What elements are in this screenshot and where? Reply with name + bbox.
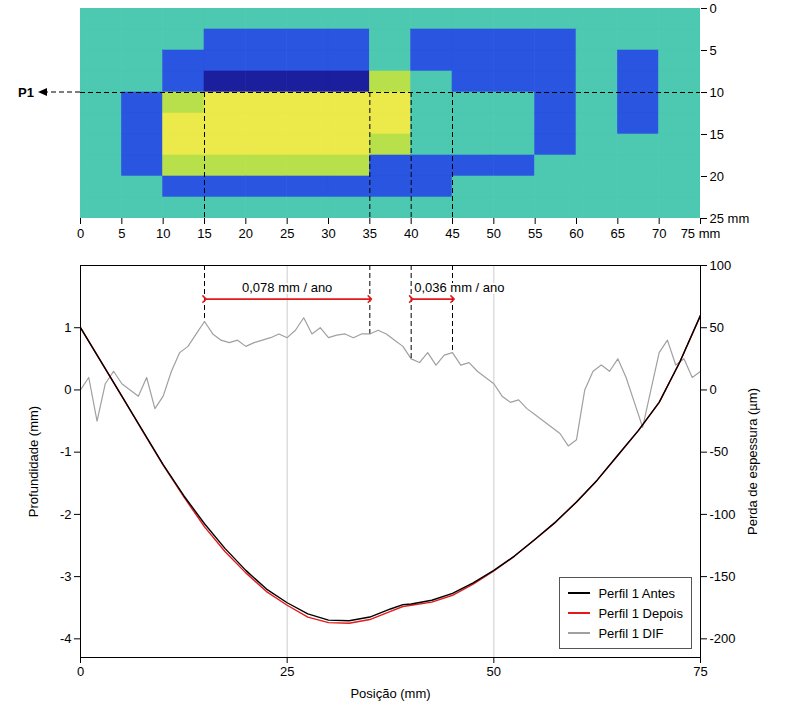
svg-text:P1: P1	[18, 85, 34, 100]
svg-text:60: 60	[569, 226, 583, 241]
svg-text:75 mm: 75 mm	[681, 226, 721, 241]
svg-text:25: 25	[280, 226, 294, 241]
svg-text:-4: -4	[60, 631, 72, 646]
svg-text:0: 0	[77, 664, 84, 679]
svg-text:15: 15	[710, 127, 724, 142]
svg-text:25: 25	[280, 664, 294, 679]
svg-text:0: 0	[710, 1, 717, 16]
svg-text:Perda de espessura (µm): Perda de espessura (µm)	[745, 388, 760, 535]
svg-text:Posição (mm): Posição (mm)	[350, 686, 430, 701]
svg-text:30: 30	[321, 226, 335, 241]
svg-text:-50: -50	[710, 444, 729, 459]
svg-text:20: 20	[239, 226, 253, 241]
svg-text:-200: -200	[710, 631, 736, 646]
svg-text:50: 50	[487, 226, 501, 241]
svg-text:5: 5	[710, 43, 717, 58]
svg-text:55: 55	[528, 226, 542, 241]
svg-text:100: 100	[710, 258, 732, 273]
svg-text:0: 0	[77, 226, 84, 241]
svg-text:20: 20	[710, 169, 724, 184]
html-text:Perfil 1 DIF: Perfil 1 DIF	[598, 625, 664, 641]
svg-text:-150: -150	[710, 569, 736, 584]
svg-text:-1: -1	[60, 444, 72, 459]
html-text:Perfil 1 Depois: Perfil 1 Depois	[598, 605, 683, 621]
svg-text:50: 50	[487, 664, 501, 679]
svg-text:-3: -3	[60, 569, 72, 584]
svg-text:-2: -2	[60, 507, 72, 522]
svg-text:75: 75	[693, 664, 707, 679]
svg-text:45: 45	[445, 226, 459, 241]
svg-text:15: 15	[197, 226, 211, 241]
svg-text:0: 0	[710, 382, 717, 397]
svg-text:65: 65	[611, 226, 625, 241]
svg-text:40: 40	[404, 226, 418, 241]
svg-text:25 mm: 25 mm	[710, 211, 750, 226]
svg-text:1: 1	[64, 320, 71, 335]
svg-text:Profundidade (mm): Profundidade (mm)	[26, 406, 41, 517]
svg-text:5: 5	[118, 226, 125, 241]
svg-text:0: 0	[64, 382, 71, 397]
svg-text:10: 10	[156, 226, 170, 241]
svg-text:0,036 mm / ano: 0,036 mm / ano	[414, 280, 504, 295]
svg-text:10: 10	[710, 85, 724, 100]
svg-text:0,078 mm / ano: 0,078 mm / ano	[242, 280, 332, 295]
svg-text:70: 70	[652, 226, 666, 241]
html-text:Perfil 1 Antes: Perfil 1 Antes	[598, 585, 676, 601]
svg-text:50: 50	[710, 320, 724, 335]
svg-text:35: 35	[363, 226, 377, 241]
svg-text:-100: -100	[710, 507, 736, 522]
